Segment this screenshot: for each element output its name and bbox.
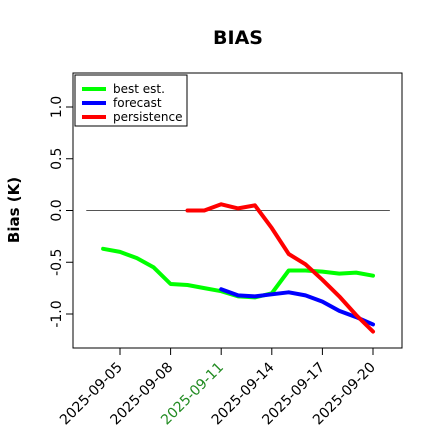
- series-line-forecast: [219, 287, 375, 327]
- chart-title: BIAS: [213, 27, 263, 49]
- y-tick-label: 0.5: [49, 148, 65, 170]
- y-tick-label: 1.0: [49, 96, 65, 118]
- y-axis-label: Bias (K): [5, 177, 23, 243]
- series-line-persistence: [185, 202, 375, 334]
- legend-label: persistence: [113, 110, 182, 124]
- y-tick-label: 0.0: [49, 199, 65, 221]
- y-tick-label: -1.0: [49, 300, 65, 327]
- series-group: [101, 202, 375, 334]
- y-tick-label: -0.5: [49, 249, 65, 276]
- axes-group: -1.0-0.50.00.51.02025-09-052025-09-08202…: [49, 96, 379, 429]
- legend-box: [74, 74, 188, 127]
- legend-label: best est.: [113, 82, 165, 96]
- legend-label: forecast: [113, 96, 162, 110]
